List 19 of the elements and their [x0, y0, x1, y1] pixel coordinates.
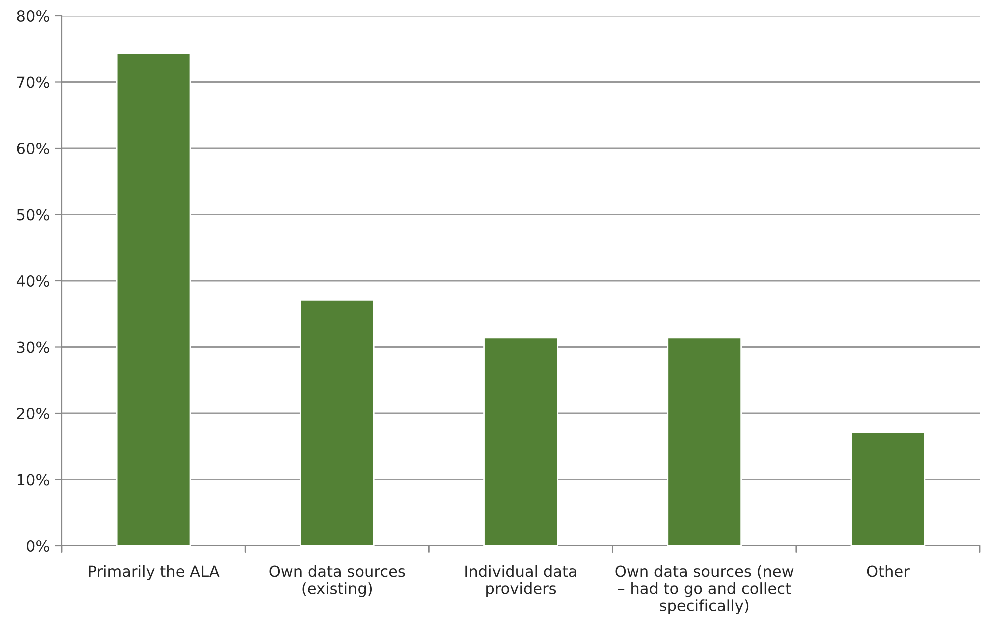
x-tick-label: Primarily the ALA — [89, 565, 220, 580]
x-tick-label: Own data sources (existing) — [270, 565, 406, 598]
x-tick-label: Individual data providers — [466, 565, 576, 598]
bar — [850, 432, 926, 546]
bar — [484, 337, 558, 546]
bar — [667, 337, 742, 546]
y-tick-label: 60% — [17, 142, 50, 155]
y-tick-label: 80% — [17, 10, 50, 22]
y-tick-label: 50% — [17, 209, 50, 221]
y-tick-label: 40% — [16, 275, 50, 288]
x-tick-label: Own data sources (new – had to go and collect specifically) — [616, 565, 794, 614]
y-tick-label: 0% — [26, 540, 50, 552]
x-tick-label: Other — [867, 565, 910, 578]
bar — [300, 300, 375, 546]
y-tick-label: 20% — [17, 408, 50, 420]
y-tick-label: 10% — [18, 474, 50, 486]
y-tick-label: 70% — [17, 76, 50, 88]
bar — [116, 53, 192, 546]
y-tick-label: 30% — [17, 342, 50, 354]
